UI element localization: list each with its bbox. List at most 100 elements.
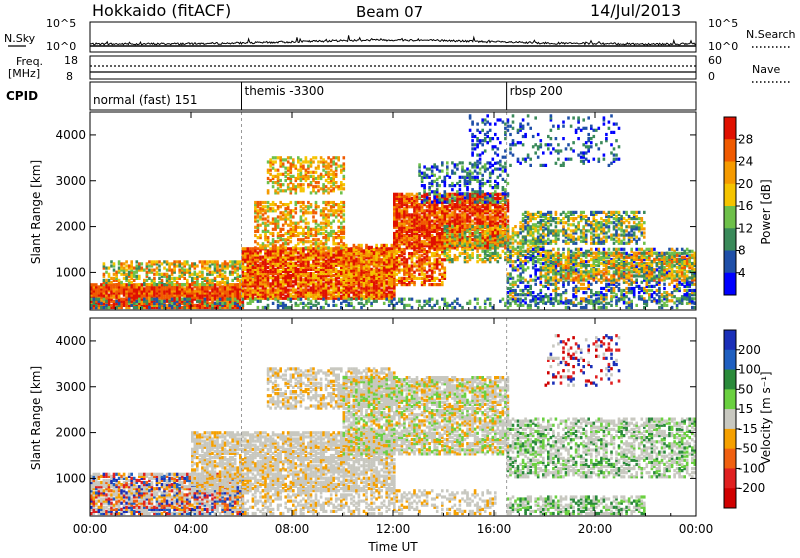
echo-cell [330, 189, 333, 192]
echo-cell [380, 271, 383, 274]
echo-cell [317, 189, 320, 192]
echo-cell [380, 283, 383, 286]
echo-cell [358, 291, 361, 294]
echo-cell [229, 271, 232, 274]
echo-cell [396, 203, 399, 206]
echo-cell [141, 262, 144, 265]
echo-cell [133, 283, 136, 286]
echo-cell [343, 213, 346, 216]
echo-cell [272, 167, 275, 170]
echo-cell [330, 222, 333, 225]
echo-cell [153, 260, 156, 263]
echo-cell [310, 264, 313, 267]
echo-cell [171, 281, 174, 284]
echo-cell [292, 222, 295, 225]
echo-cell [146, 279, 149, 282]
echo-cell [438, 232, 441, 235]
echo-cell [345, 275, 348, 278]
echo-cell [416, 277, 419, 280]
echo-cell [194, 271, 197, 274]
echo-cell [269, 158, 272, 161]
echo-cell [183, 260, 186, 263]
echo-cell [310, 244, 313, 247]
echo-cell [489, 213, 492, 216]
echo-cell [274, 268, 277, 271]
echo-cell [123, 283, 126, 286]
echo-cell [267, 205, 270, 208]
echo-cell [426, 213, 429, 216]
echo-cell [322, 222, 325, 225]
echo-cell [214, 260, 217, 263]
echo-cell [343, 187, 346, 190]
echo-cell [388, 269, 391, 272]
echo-cell [287, 160, 290, 163]
echo-cell [438, 279, 441, 282]
echo-cell [136, 283, 139, 286]
echo-cell [484, 193, 487, 196]
echo-cell [335, 232, 338, 235]
echo-cell [340, 244, 343, 247]
echo-cell [244, 272, 247, 275]
echo-cell [401, 209, 404, 212]
echo-cell [343, 242, 346, 245]
echo-cell [118, 279, 121, 282]
echo-cell [267, 224, 270, 227]
echo-cell [423, 273, 426, 276]
echo-cell [423, 172, 426, 175]
echo-cell [312, 171, 315, 174]
echo-cell [423, 198, 426, 201]
echo-cell [146, 271, 149, 274]
echo-cell [229, 260, 232, 263]
echo-cell [282, 158, 285, 161]
echo-cell [259, 289, 262, 292]
echo-cell [375, 277, 378, 280]
echo-cell [310, 158, 313, 161]
echo-cell [360, 264, 363, 267]
echo-cell [375, 273, 378, 276]
echo-cell [464, 196, 467, 199]
echo-cell [317, 185, 320, 188]
echo-cell [360, 244, 363, 247]
echo-cell [186, 279, 189, 282]
echo-cell [305, 232, 308, 235]
echo-cell [252, 266, 255, 269]
echo-cell [262, 256, 265, 259]
echo-cell [401, 262, 404, 265]
echo-cell [284, 167, 287, 170]
echo-cell [272, 232, 275, 235]
echo-cell [365, 244, 368, 247]
echo-cell [421, 281, 424, 284]
echo-cell [125, 273, 128, 276]
echo-cell [221, 262, 224, 265]
echo-cell [254, 240, 257, 243]
echo-cell [370, 252, 373, 255]
echo-cell [277, 246, 280, 249]
echo-cell [292, 158, 295, 161]
echo-cell [446, 161, 449, 164]
echo-cell [436, 277, 439, 280]
echo-cell [183, 287, 186, 290]
echo-cell [322, 282, 325, 285]
echo-cell [277, 220, 280, 223]
echo-cell [411, 242, 414, 245]
echo-cell [380, 258, 383, 261]
echo-cell [252, 280, 255, 283]
echo-cell [146, 283, 149, 286]
echo-cell [411, 213, 414, 216]
echo-cell [307, 160, 310, 163]
echo-cell [284, 203, 287, 206]
echo-cell [269, 232, 272, 235]
echo-cell [277, 191, 280, 194]
echo-cell [317, 175, 320, 178]
echo-cell [284, 268, 287, 271]
echo-cell [269, 222, 272, 225]
echo-cell [226, 262, 229, 265]
echo-cell [476, 163, 479, 166]
echo-cell [292, 183, 295, 186]
echo-cell [305, 217, 308, 220]
echo-cell [133, 267, 136, 270]
echo-cell [383, 267, 386, 270]
echo-cell [98, 285, 101, 288]
echo-cell [274, 276, 277, 279]
echo-cell [332, 236, 335, 239]
